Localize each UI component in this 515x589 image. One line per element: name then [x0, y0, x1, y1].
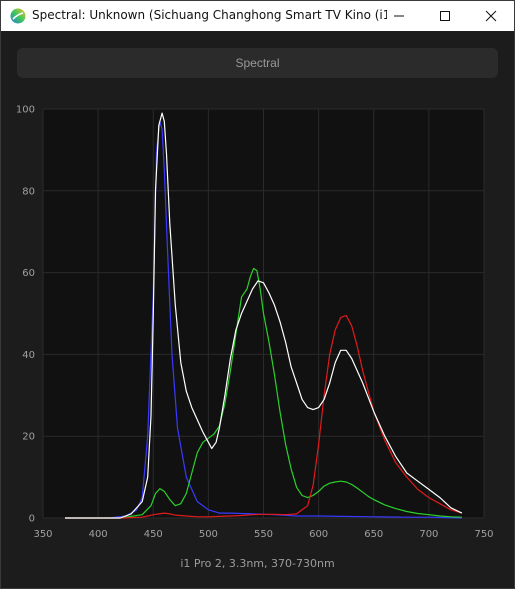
- series-line-green: [65, 267, 462, 519]
- content-area: Spectral 350 400 450 500 550 600 650 700 750 0 20 4…: [1, 31, 514, 588]
- close-button[interactable]: [468, 1, 514, 31]
- x-tick-label: 550: [254, 529, 273, 540]
- x-tick-label: 700: [419, 529, 438, 540]
- x-tick-label: 500: [199, 529, 218, 540]
- minimize-button[interactable]: [376, 1, 422, 31]
- y-tick-label: 20: [22, 432, 35, 443]
- spectral-tab-button[interactable]: Spectral: [17, 48, 498, 78]
- title-bar[interactable]: Spectral: Unknown (Sichuang Changhong Sm…: [1, 1, 514, 31]
- y-tick-label: 40: [22, 350, 35, 361]
- y-tick-label: 0: [29, 514, 35, 525]
- minimize-icon: [394, 15, 404, 17]
- x-tick-label: 400: [89, 529, 108, 540]
- x-axis-label: i1 Pro 2, 3.3nm, 370-730nm: [180, 557, 335, 570]
- y-tick-label: 60: [22, 268, 35, 279]
- series-line-white: [65, 112, 463, 519]
- spectral-chart: 350 400 450 500 550 600 650 700 750 0 20 40 60 80 100: [16, 105, 494, 541]
- x-tick-label: 350: [33, 529, 52, 540]
- series-line-red: [65, 314, 463, 519]
- maximize-icon: [440, 11, 450, 21]
- close-icon: [485, 10, 497, 22]
- y-tick-label: 100: [16, 105, 35, 116]
- maximize-button[interactable]: [422, 1, 468, 31]
- app-logo-icon: [10, 8, 26, 24]
- x-tick-label: 650: [364, 529, 383, 540]
- x-tick-label: 450: [144, 529, 163, 540]
- x-tick-label: 600: [309, 529, 328, 540]
- series-line-blue: [65, 120, 462, 519]
- window-title: Spectral: Unknown (Sichuang Changhong Sm…: [32, 8, 387, 22]
- x-tick-label: 750: [474, 529, 493, 540]
- y-tick-label: 80: [22, 186, 35, 197]
